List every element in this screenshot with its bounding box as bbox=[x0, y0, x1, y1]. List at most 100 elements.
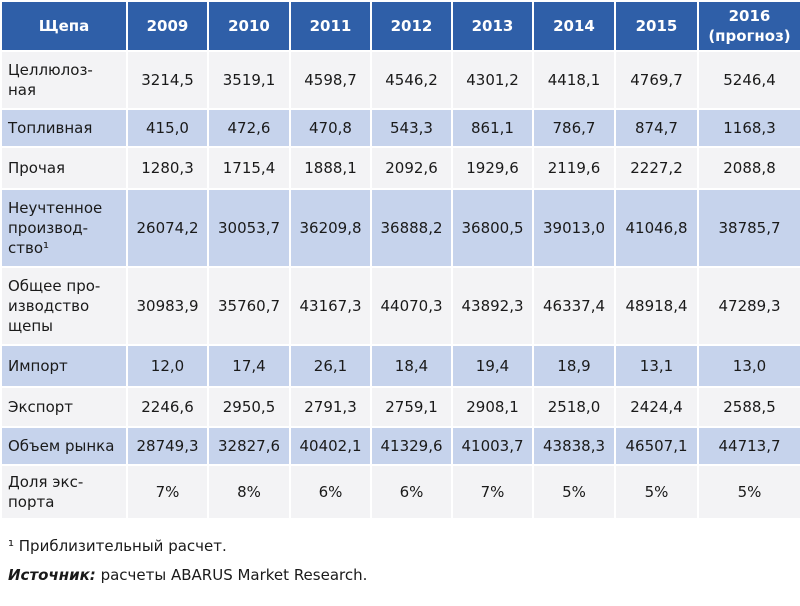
value-cell: 41329,6 bbox=[370, 426, 453, 466]
header-cell: 2012 bbox=[370, 0, 453, 52]
header-cell: 2015 bbox=[614, 0, 699, 52]
value-cell: 7% bbox=[126, 464, 209, 520]
source: Источник: расчеты ABARUS Market Research… bbox=[8, 566, 367, 584]
value-cell: 12,0 bbox=[126, 344, 209, 388]
header-cell: 2010 bbox=[207, 0, 291, 52]
value-cell: 26,1 bbox=[289, 344, 372, 388]
value-cell: 5% bbox=[614, 464, 699, 520]
value-cell: 43892,3 bbox=[451, 266, 534, 346]
header-cell: Щепа bbox=[0, 0, 128, 52]
value-cell: 43838,3 bbox=[532, 426, 616, 466]
value-cell: 39013,0 bbox=[532, 188, 616, 268]
table-row: Неучтенное производ- ство¹ 26074,2 30053,7… bbox=[0, 188, 800, 268]
data-table: Щепа 2009 2010 2011 2012 2013 2014 2015 2016 (пр… bbox=[0, 0, 800, 520]
value-cell: 472,6 bbox=[207, 108, 291, 148]
value-cell: 36800,5 bbox=[451, 188, 534, 268]
value-cell: 26074,2 bbox=[126, 188, 209, 268]
value-cell: 2588,5 bbox=[697, 386, 800, 428]
header-cell: 2011 bbox=[289, 0, 372, 52]
value-cell: 47289,3 bbox=[697, 266, 800, 346]
value-cell: 2246,6 bbox=[126, 386, 209, 428]
value-cell: 48918,4 bbox=[614, 266, 699, 346]
value-cell: 4301,2 bbox=[451, 50, 534, 110]
row-label: Неучтенное производ- ство¹ bbox=[0, 188, 128, 268]
value-cell: 2759,1 bbox=[370, 386, 453, 428]
table-row: Топливная 415,0 472,6 470,8 543,3 861,1 786,7 8… bbox=[0, 108, 800, 148]
value-cell: 18,9 bbox=[532, 344, 616, 388]
header-cell: 2013 bbox=[451, 0, 534, 52]
value-cell: 30983,9 bbox=[126, 266, 209, 346]
value-cell: 28749,3 bbox=[126, 426, 209, 466]
table-row: Целлюлоз- ная 3214,5 3519,1 4598,7 4546,2 430… bbox=[0, 50, 800, 110]
value-cell: 1929,6 bbox=[451, 146, 534, 190]
value-cell: 35760,7 bbox=[207, 266, 291, 346]
header-cell: 2014 bbox=[532, 0, 616, 52]
row-label: Прочая bbox=[0, 146, 128, 190]
value-cell: 44713,7 bbox=[697, 426, 800, 466]
value-cell: 32827,6 bbox=[207, 426, 291, 466]
value-cell: 1168,3 bbox=[697, 108, 800, 148]
value-cell: 3519,1 bbox=[207, 50, 291, 110]
row-label: Топливная bbox=[0, 108, 128, 148]
value-cell: 19,4 bbox=[451, 344, 534, 388]
table-row: Экспорт 2246,6 2950,5 2791,3 2759,1 2908,1 251… bbox=[0, 386, 800, 428]
value-cell: 36209,8 bbox=[289, 188, 372, 268]
table-row: Импорт 12,0 17,4 26,1 18,4 19,4 18,9 13,1 13,0 bbox=[0, 344, 800, 388]
value-cell: 46337,4 bbox=[532, 266, 616, 346]
value-cell: 2119,6 bbox=[532, 146, 616, 190]
value-cell: 470,8 bbox=[289, 108, 372, 148]
value-cell: 2518,0 bbox=[532, 386, 616, 428]
row-label: Общее про- изводство щепы bbox=[0, 266, 128, 346]
value-cell: 861,1 bbox=[451, 108, 534, 148]
value-cell: 786,7 bbox=[532, 108, 616, 148]
value-cell: 874,7 bbox=[614, 108, 699, 148]
row-label: Экспорт bbox=[0, 386, 128, 428]
source-label: Источник: bbox=[8, 566, 96, 584]
table-row: Общее про- изводство щепы 30983,9 35760,7 4… bbox=[0, 266, 800, 346]
value-cell: 4598,7 bbox=[289, 50, 372, 110]
value-cell: 44070,3 bbox=[370, 266, 453, 346]
value-cell: 41003,7 bbox=[451, 426, 534, 466]
table-row: Объем рынка 28749,3 32827,6 40402,1 41329,6 4… bbox=[0, 426, 800, 466]
value-cell: 30053,7 bbox=[207, 188, 291, 268]
source-text: расчеты ABARUS Market Research. bbox=[100, 566, 368, 584]
value-cell: 18,4 bbox=[370, 344, 453, 388]
value-cell: 17,4 bbox=[207, 344, 291, 388]
value-cell: 6% bbox=[370, 464, 453, 520]
value-cell: 2950,5 bbox=[207, 386, 291, 428]
row-label: Объем рынка bbox=[0, 426, 128, 466]
row-label: Импорт bbox=[0, 344, 128, 388]
value-cell: 543,3 bbox=[370, 108, 453, 148]
value-cell: 1888,1 bbox=[289, 146, 372, 190]
value-cell: 2791,3 bbox=[289, 386, 372, 428]
value-cell: 415,0 bbox=[126, 108, 209, 148]
value-cell: 5% bbox=[697, 464, 800, 520]
value-cell: 43167,3 bbox=[289, 266, 372, 346]
value-cell: 40402,1 bbox=[289, 426, 372, 466]
row-label: Доля экс- порта bbox=[0, 464, 128, 520]
value-cell: 38785,7 bbox=[697, 188, 800, 268]
value-cell: 4546,2 bbox=[370, 50, 453, 110]
value-cell: 41046,8 bbox=[614, 188, 699, 268]
value-cell: 2088,8 bbox=[697, 146, 800, 190]
value-cell: 7% bbox=[451, 464, 534, 520]
value-cell: 5% bbox=[532, 464, 616, 520]
footnote: ¹ Приблизительный расчет. bbox=[8, 537, 227, 555]
table-row: Прочая 1280,3 1715,4 1888,1 2092,6 1929,6 2119… bbox=[0, 146, 800, 190]
value-cell: 6% bbox=[289, 464, 372, 520]
value-cell: 8% bbox=[207, 464, 291, 520]
value-cell: 46507,1 bbox=[614, 426, 699, 466]
value-cell: 1280,3 bbox=[126, 146, 209, 190]
table-row: Доля экс- порта 7% 8% 6% 6% 7% 5% 5% 5% bbox=[0, 464, 800, 520]
value-cell: 5246,4 bbox=[697, 50, 800, 110]
header-row: Щепа 2009 2010 2011 2012 2013 2014 2015 2016 (пр… bbox=[0, 0, 800, 52]
value-cell: 4418,1 bbox=[532, 50, 616, 110]
value-cell: 4769,7 bbox=[614, 50, 699, 110]
value-cell: 13,1 bbox=[614, 344, 699, 388]
header-cell: 2009 bbox=[126, 0, 209, 52]
value-cell: 13,0 bbox=[697, 344, 800, 388]
value-cell: 2227,2 bbox=[614, 146, 699, 190]
value-cell: 2908,1 bbox=[451, 386, 534, 428]
header-cell: 2016 (прогноз) bbox=[697, 0, 800, 52]
